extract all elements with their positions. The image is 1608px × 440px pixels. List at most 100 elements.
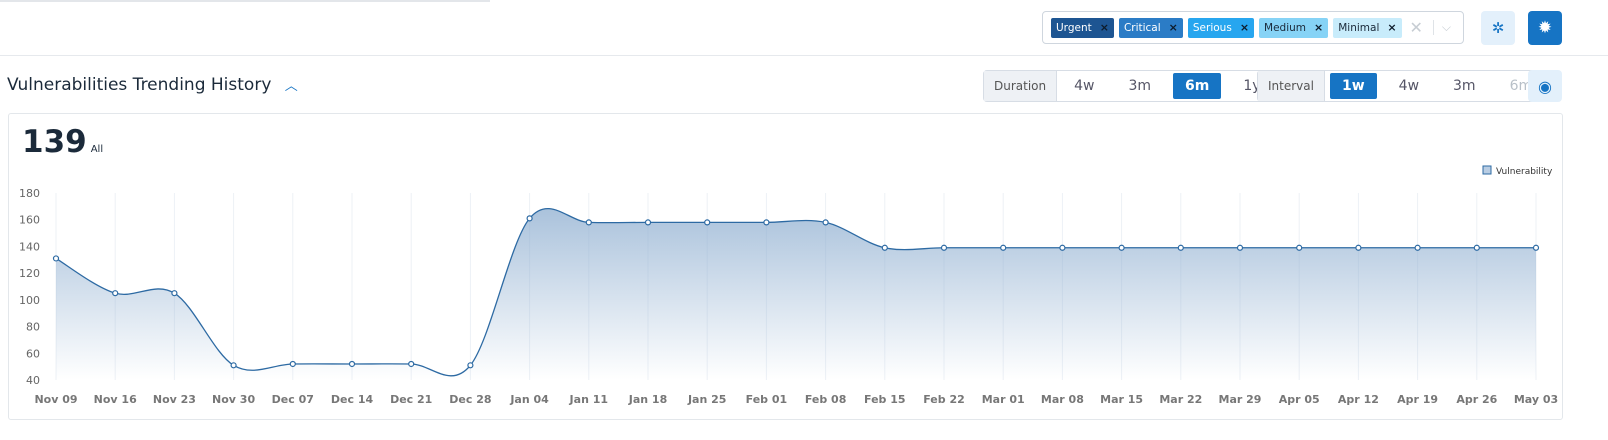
x-tick-label: Apr 12: [1338, 393, 1379, 406]
legend-swatch: [1482, 165, 1492, 175]
y-tick-label: 60: [26, 347, 40, 360]
x-tick-label: Nov 09: [34, 393, 77, 406]
tag-remove[interactable]: ×: [1314, 21, 1324, 34]
clear-icon[interactable]: ✕: [1409, 18, 1423, 37]
x-tick-label: Nov 30: [212, 393, 255, 406]
y-tick-label: 140: [19, 240, 40, 253]
chart-card: [8, 113, 1563, 420]
point: [1177, 244, 1184, 251]
legend-label: Vulnerability: [1496, 167, 1553, 177]
option-button[interactable]: 4w: [1398, 78, 1420, 94]
tag-label: Medium: [1264, 21, 1307, 34]
x-tick-label: Jan 04: [509, 393, 549, 406]
x-tick-label: Feb 01: [746, 393, 788, 406]
point: [230, 362, 237, 369]
filter-tag: Minimal ×: [1333, 17, 1402, 38]
point: [467, 362, 474, 369]
x-tick-label: Mar 29: [1219, 393, 1262, 406]
x-tick-label: Dec 07: [272, 393, 314, 406]
severity-filter[interactable]: Urgent × Critical × Serious × Medium × Minimal × …: [1042, 11, 1464, 44]
x-tick-label: Mar 01: [982, 393, 1025, 406]
tag-label: Critical: [1123, 21, 1161, 34]
y-tick-label: 40: [26, 374, 40, 387]
dropdown-icon[interactable]: ⌵: [1432, 20, 1451, 35]
x-tick-label: Jan 11: [569, 393, 608, 406]
point: [526, 215, 533, 222]
tag-remove[interactable]: ×: [1239, 21, 1250, 34]
settings-button[interactable]: ✲: [1481, 11, 1515, 45]
filter-tag: Critical ×: [1118, 17, 1183, 38]
point: [644, 219, 652, 226]
area-fill: [56, 208, 1536, 380]
point: [763, 219, 770, 226]
point: [52, 255, 60, 262]
bug-button[interactable]: ✹: [1528, 11, 1562, 45]
option-button[interactable]: 6m: [1173, 73, 1222, 99]
x-tick-label: Jan 25: [687, 393, 726, 406]
point: [1414, 244, 1421, 251]
group-label: Interval: [1258, 71, 1325, 101]
point: [585, 219, 592, 226]
x-tick-label: Jan 18: [628, 393, 667, 406]
point: [1473, 244, 1480, 251]
tag-label: Minimal: [1338, 21, 1380, 34]
option-button: 6m: [1509, 78, 1533, 94]
point: [1355, 244, 1362, 251]
point: [289, 360, 296, 368]
point: [822, 219, 829, 226]
tag-label: Urgent: [1056, 21, 1092, 34]
y-tick-label: 180: [19, 187, 40, 200]
tag-label: Serious: [1192, 21, 1232, 34]
y-tick-label: 160: [19, 214, 40, 227]
title-text: Vulnerabilities Trending History: [7, 75, 272, 95]
tag-remove[interactable]: ×: [1168, 21, 1178, 34]
option-button[interactable]: 3m: [1128, 78, 1152, 94]
y-tick-label: 80: [26, 321, 40, 334]
point: [1118, 244, 1125, 251]
x-tick-label: May 03: [1514, 393, 1558, 406]
summary-count: 139: [22, 124, 87, 160]
x-tick-label: Nov 23: [153, 393, 196, 406]
point: [881, 244, 888, 251]
x-tick-label: Apr 19: [1397, 393, 1438, 406]
point: [1000, 244, 1007, 251]
summary: 139 All: [22, 124, 103, 160]
x-tick-label: Dec 28: [449, 393, 491, 406]
filter-tag: Serious ×: [1187, 17, 1255, 38]
point: [940, 244, 948, 251]
view-button[interactable]: ◉: [1528, 70, 1562, 102]
summary-label: All: [90, 144, 104, 155]
x-tick-label: Feb 22: [923, 393, 965, 406]
option-button[interactable]: 3m: [1453, 78, 1476, 94]
x-tick-label: Mar 22: [1159, 393, 1202, 406]
point: [408, 360, 415, 368]
point: [348, 360, 356, 368]
point: [112, 290, 119, 297]
y-tick-label: 120: [19, 267, 40, 280]
x-tick-label: Feb 15: [864, 393, 906, 406]
point: [1296, 244, 1303, 251]
filter-tag: Medium ×: [1259, 17, 1329, 38]
tab-strip: [0, 0, 490, 2]
option-button[interactable]: 1y: [1243, 78, 1261, 94]
x-tick-label: Apr 05: [1279, 393, 1320, 406]
option-button[interactable]: 1w: [1329, 73, 1377, 99]
x-tick-label: Dec 14: [331, 393, 374, 406]
divider: [0, 55, 1608, 56]
x-tick-label: Mar 15: [1100, 393, 1143, 406]
x-tick-label: Apr 26: [1456, 393, 1497, 406]
point: [1236, 244, 1244, 251]
point: [1059, 244, 1066, 251]
collapse-icon[interactable]: ︿: [284, 79, 298, 94]
option-button[interactable]: 4w: [1074, 78, 1095, 94]
point: [171, 290, 178, 297]
tag-remove[interactable]: ×: [1387, 21, 1397, 34]
x-tick-label: Nov 16: [94, 393, 137, 406]
tag-remove[interactable]: ×: [1099, 21, 1109, 34]
interval-group: Interval 1w 4w 3m 6m: [1257, 70, 1551, 102]
y-tick-label: 100: [19, 294, 40, 307]
x-tick-label: Mar 08: [1041, 393, 1084, 406]
point: [1532, 244, 1540, 251]
x-tick-label: Feb 08: [805, 393, 847, 406]
